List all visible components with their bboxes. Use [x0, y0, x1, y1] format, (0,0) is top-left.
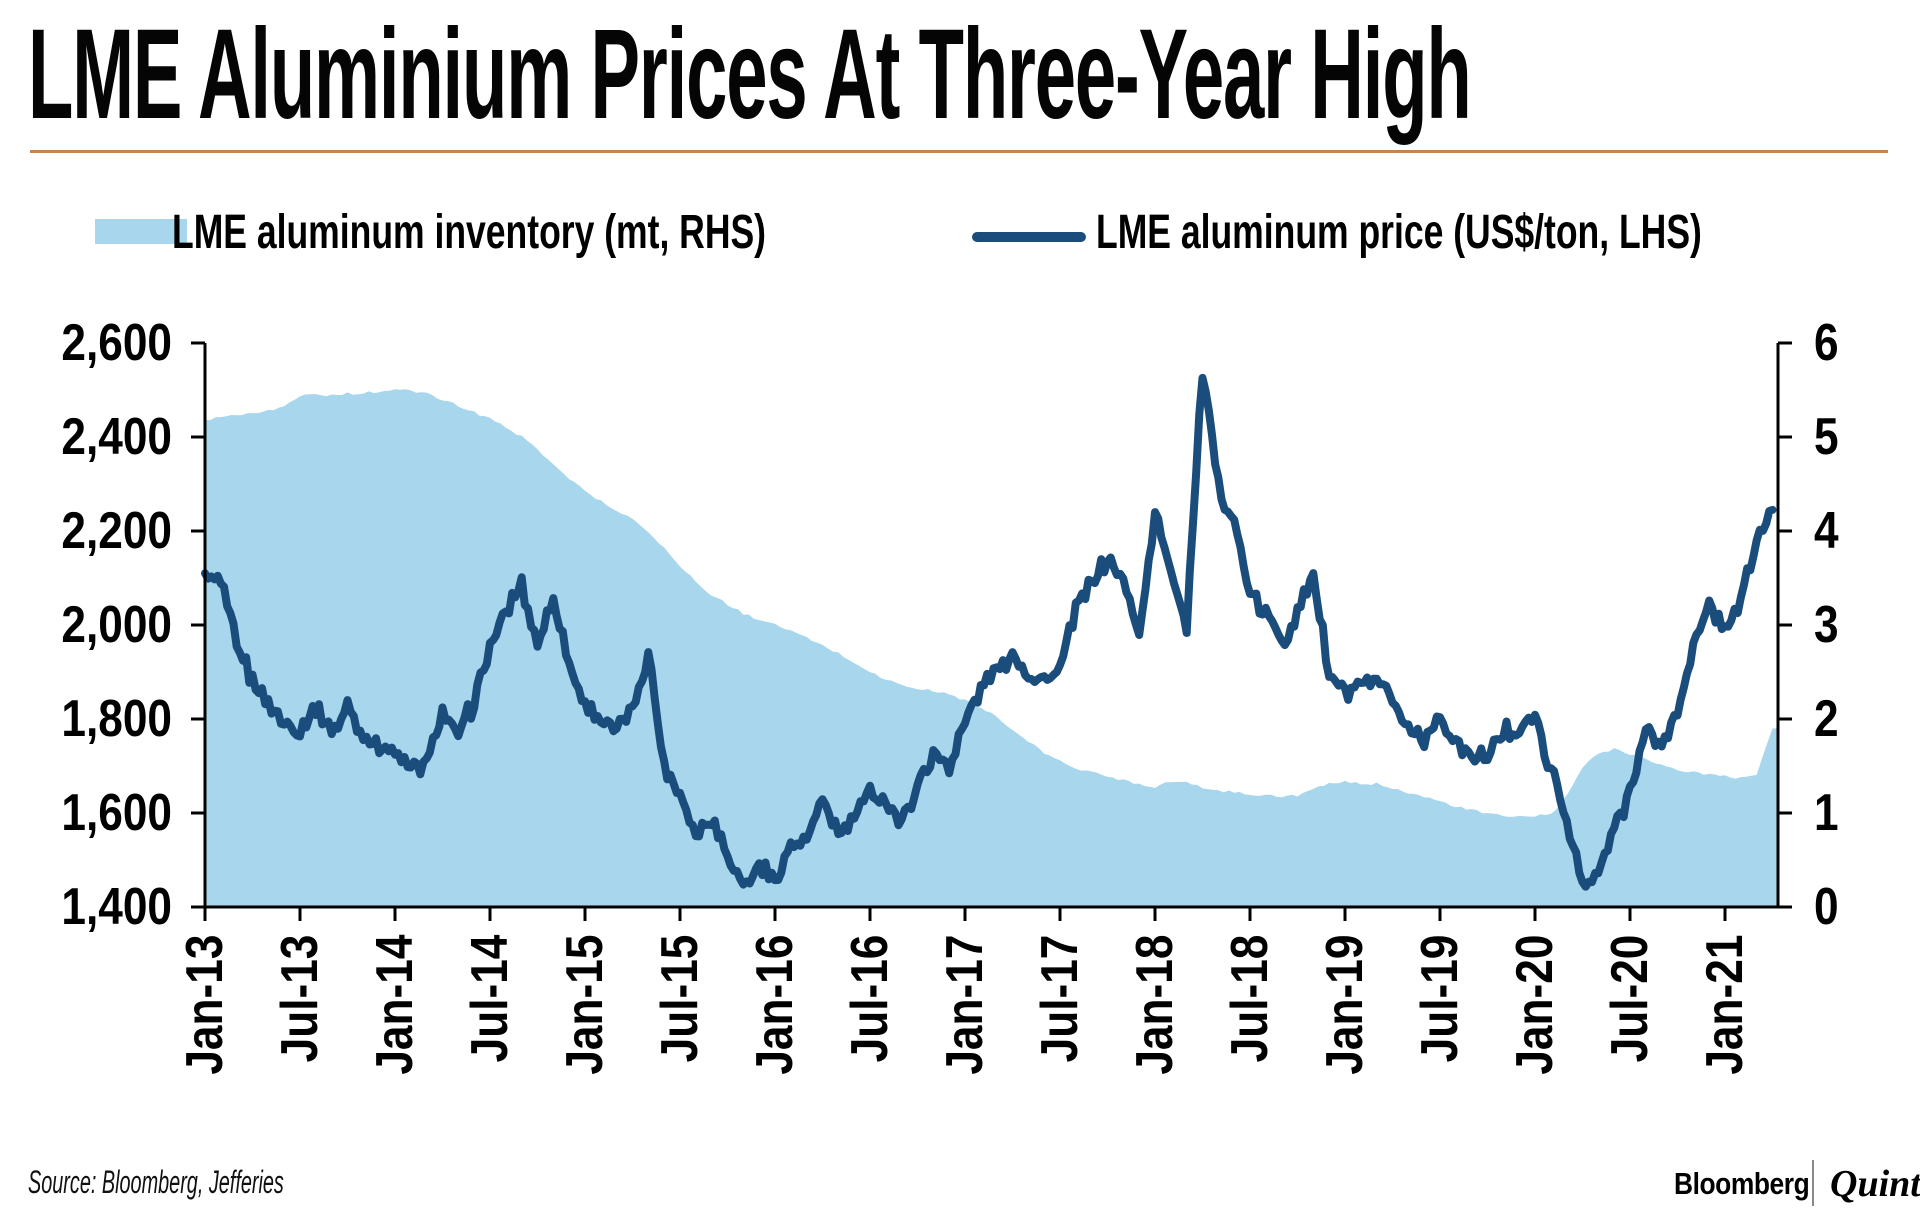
x-axis-label: Jul-20: [1601, 934, 1659, 1063]
logo-divider: [1812, 1160, 1814, 1206]
bloomberg-logo: Bloomberg: [1674, 1166, 1810, 1201]
x-axis-label: Jul-16: [841, 934, 899, 1063]
x-axis-label: Jul-18: [1221, 934, 1279, 1063]
x-axis-label: Jan-20: [1506, 934, 1564, 1075]
y-axis-label-right: 3: [1814, 596, 1839, 654]
y-axis-label-right: 0: [1814, 878, 1839, 936]
y-axis-label-left: 2,400: [61, 408, 172, 466]
inventory-area: [205, 389, 1778, 907]
legend-inventory-swatch: [95, 219, 187, 244]
y-axis-label-left: 1,800: [61, 690, 172, 748]
x-axis-label: Jan-13: [176, 934, 234, 1075]
y-axis-label-left: 1,400: [61, 878, 172, 936]
x-axis-label: Jul-13: [271, 934, 329, 1063]
y-axis-label-left: 1,600: [61, 784, 172, 842]
x-axis-label: Jan-14: [366, 934, 424, 1075]
x-axis-label: Jul-17: [1031, 934, 1089, 1063]
title-divider: [30, 150, 1888, 153]
y-axis-label-right: 6: [1814, 314, 1839, 372]
legend-price-label: LME aluminum price (US$/ton, LHS): [1096, 206, 1702, 259]
y-axis-label-right: 5: [1814, 408, 1839, 466]
source-text: Source: Bloomberg, Jefferies: [28, 1164, 284, 1200]
page-title: LME Aluminium Prices At Three-Year High: [28, 3, 1472, 146]
y-axis-label-left: 2,000: [61, 596, 172, 654]
price-line: [201, 373, 1777, 891]
x-axis-label: Jul-19: [1411, 934, 1469, 1063]
x-axis-label: Jan-19: [1316, 934, 1374, 1075]
axes: [191, 341, 1792, 921]
x-axis-label: Jul-14: [461, 934, 519, 1063]
y-axis-label-right: 2: [1814, 690, 1839, 748]
x-axis-label: Jan-18: [1126, 934, 1184, 1075]
y-axis-label-left: 2,600: [61, 314, 172, 372]
legend-inventory-label: LME aluminum inventory (mt, RHS): [172, 206, 767, 259]
quint-logo: Quint: [1830, 1163, 1920, 1205]
x-axis-label: Jan-15: [556, 934, 614, 1075]
y-axis-label-right: 1: [1814, 784, 1839, 842]
x-axis-label: Jan-16: [746, 934, 804, 1075]
y-axis-label-right: 4: [1814, 502, 1839, 560]
x-axis-label: Jan-17: [936, 934, 994, 1075]
x-axis-label: Jul-15: [651, 934, 709, 1063]
y-axis-label-left: 2,200: [61, 502, 172, 560]
legend-price-swatch: [972, 232, 1086, 242]
x-axis-label: Jan-21: [1696, 934, 1754, 1075]
